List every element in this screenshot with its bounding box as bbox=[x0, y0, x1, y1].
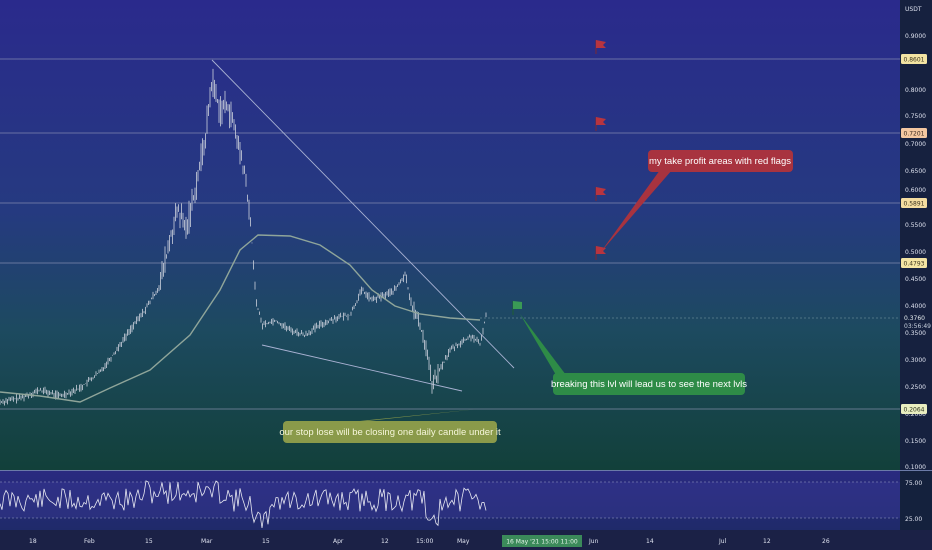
time-tick: 12 bbox=[381, 538, 389, 545]
price-candles bbox=[0, 68, 487, 406]
time-tick: 12 bbox=[763, 538, 771, 545]
price-pane[interactable] bbox=[0, 0, 900, 470]
flag-icon[interactable] bbox=[595, 246, 606, 260]
flag-icon[interactable] bbox=[595, 187, 606, 201]
time-tick: 26 bbox=[822, 538, 830, 545]
horizontal-levels bbox=[0, 58, 900, 410]
svg-text:0.3760: 0.3760 bbox=[904, 315, 925, 322]
time-tick: Jun bbox=[588, 538, 599, 545]
level-tag[interactable]: 0.5891 bbox=[901, 198, 927, 208]
price-tick: 0.4500 bbox=[905, 276, 926, 283]
price-tick: 0.3500 bbox=[905, 330, 926, 337]
price-tick: 0.6000 bbox=[905, 187, 926, 194]
rsi-tick: 75.00 bbox=[905, 480, 922, 487]
crosshair-time-label: 16 May '21 15:00 11:00 bbox=[502, 535, 582, 547]
price-tick: 0.5500 bbox=[905, 222, 926, 229]
price-tick: 0.7500 bbox=[905, 113, 926, 120]
flag-icon[interactable] bbox=[595, 40, 606, 54]
price-tick: 0.4000 bbox=[905, 303, 926, 310]
breakout-callout[interactable]: breaking this lvl will lead us to see th… bbox=[551, 373, 747, 395]
price-tick: 0.1000 bbox=[905, 464, 926, 471]
time-tick: Mar bbox=[201, 538, 213, 545]
stop-loss-callout[interactable]: our stop lose will be closing one daily … bbox=[279, 421, 501, 443]
time-tick: 15:00 bbox=[416, 538, 433, 545]
rsi-line bbox=[0, 480, 487, 529]
svg-text:0.8601: 0.8601 bbox=[904, 57, 925, 64]
svg-text:0.2064: 0.2064 bbox=[904, 407, 925, 414]
currency-label: USDT bbox=[905, 6, 922, 13]
breakout-text: breaking this lvl will lead us to see th… bbox=[551, 379, 747, 390]
time-tick: Feb bbox=[84, 538, 95, 545]
time-tick: Apr bbox=[333, 538, 344, 545]
time-tick: 15 bbox=[145, 538, 153, 545]
rsi-pane[interactable] bbox=[0, 471, 900, 530]
price-tick: 0.8000 bbox=[905, 87, 926, 94]
level-tag[interactable]: 0.2064 bbox=[901, 404, 927, 414]
level-tag[interactable]: 0.8601 bbox=[901, 54, 927, 64]
take-profit-text: my take profit areas with red flags bbox=[649, 156, 791, 167]
svg-text:03:56:49: 03:56:49 bbox=[904, 323, 931, 330]
current-price-tag[interactable]: 0.3760 03:56:49 bbox=[480, 315, 931, 330]
svg-text:16 May '21 15:00 11:00: 16 May '21 15:00 11:00 bbox=[506, 539, 578, 546]
time-tick: 15 bbox=[262, 538, 270, 545]
svg-text:0.7201: 0.7201 bbox=[904, 131, 925, 138]
rsi-tick: 25.00 bbox=[905, 516, 922, 523]
time-tick: 14 bbox=[646, 538, 654, 545]
time-tick: May bbox=[457, 538, 470, 545]
lower-trendline[interactable] bbox=[261, 344, 463, 392]
flag-icon[interactable] bbox=[595, 117, 606, 131]
moving-average-line bbox=[0, 234, 481, 403]
stop-loss-text: our stop lose will be closing one daily … bbox=[279, 427, 501, 438]
price-tick: 0.2000 bbox=[905, 411, 926, 418]
stop-loss-pointer bbox=[330, 409, 478, 424]
price-tick: 0.9000 bbox=[905, 33, 926, 40]
take-profit-pointer bbox=[600, 170, 672, 253]
svg-text:0.4793: 0.4793 bbox=[904, 261, 925, 268]
time-axis[interactable] bbox=[0, 530, 932, 550]
flag-icon[interactable] bbox=[512, 301, 522, 315]
price-tick: 0.1500 bbox=[905, 438, 926, 445]
breakout-pointer bbox=[520, 314, 566, 375]
take-profit-callout[interactable]: my take profit areas with red flags bbox=[648, 150, 793, 172]
level-tag[interactable]: 0.7201 bbox=[901, 128, 927, 138]
price-tick: 0.7000 bbox=[905, 141, 926, 148]
price-tick: 0.3000 bbox=[905, 357, 926, 364]
price-tick: 0.5000 bbox=[905, 249, 926, 256]
time-tick: Jul bbox=[718, 538, 727, 545]
time-tick: 18 bbox=[29, 538, 37, 545]
level-tag[interactable]: 0.4793 bbox=[901, 258, 927, 268]
price-axis[interactable] bbox=[900, 0, 932, 470]
price-axis-ticks: USDT 0.9000 0.8000 0.7500 0.7000 0.6500 … bbox=[905, 6, 926, 471]
price-tick: 0.2500 bbox=[905, 384, 926, 391]
price-tick: 0.6500 bbox=[905, 168, 926, 175]
upper-trendline[interactable] bbox=[211, 59, 515, 369]
time-axis-labels: 18 Feb 15 Mar 15 Apr 12 15:00 May Jun 14… bbox=[29, 538, 830, 545]
svg-text:0.5891: 0.5891 bbox=[904, 201, 925, 208]
